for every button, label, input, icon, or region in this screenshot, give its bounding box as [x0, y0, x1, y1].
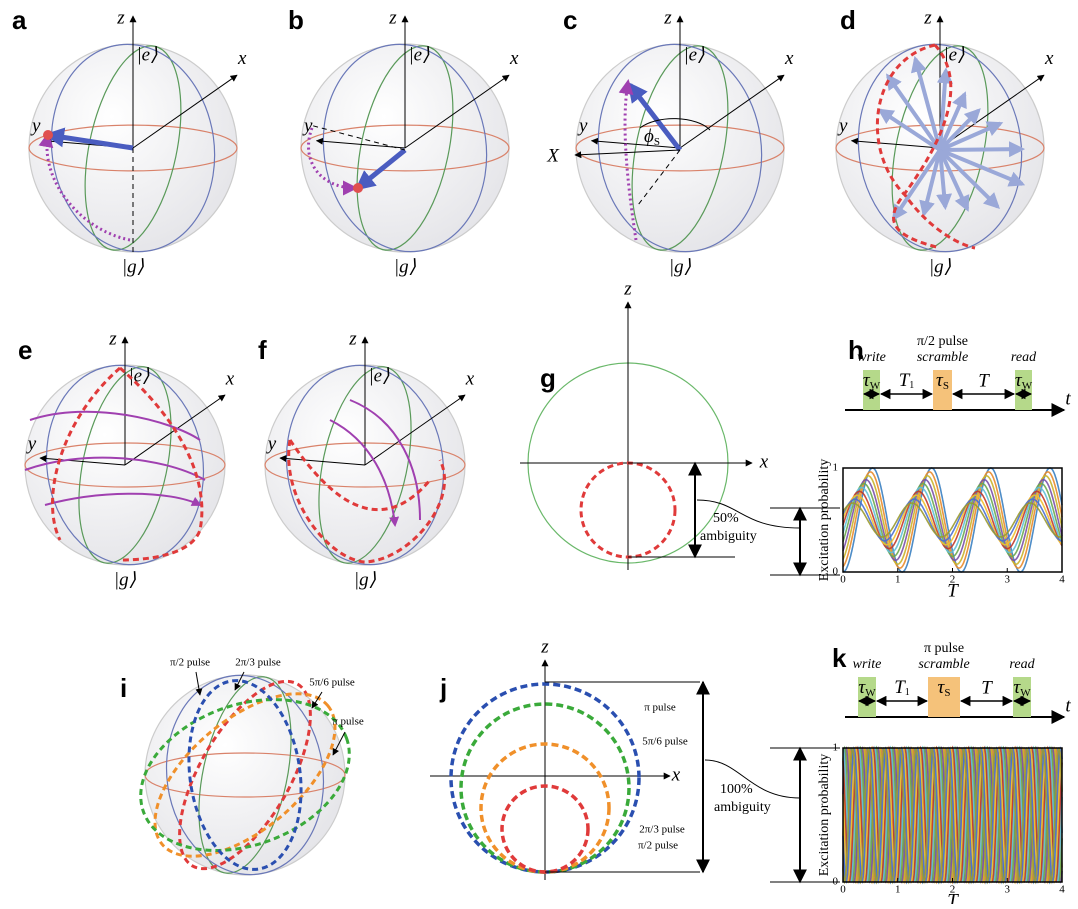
subscript: W [865, 687, 876, 699]
label: |g⟩ [669, 256, 692, 277]
x-tick-label: 3 [1005, 884, 1011, 896]
label: scramble [917, 350, 968, 365]
panel-label: b [288, 5, 304, 35]
label: z [116, 7, 125, 28]
subscript: W [1020, 687, 1031, 699]
panel-label: i [120, 673, 127, 703]
label: |g⟩ [122, 256, 145, 277]
panel-label: f [258, 335, 267, 365]
label: 2π/3 pulse [235, 657, 281, 669]
label: z [540, 636, 549, 657]
label: z [663, 7, 672, 28]
label: z [348, 328, 357, 349]
x-tick-label: 4 [1059, 884, 1065, 896]
subscript: W [1022, 380, 1033, 392]
panel-label: c [563, 5, 577, 35]
label: π/2 pulse [638, 840, 678, 852]
label: z [923, 7, 932, 28]
label: z [623, 278, 632, 299]
label: 100% [720, 782, 753, 797]
label: 2π/3 pulse [639, 824, 685, 836]
sub-label: T1 [899, 370, 915, 391]
label: x [465, 368, 475, 389]
line [940, 149, 1022, 150]
label: T [981, 677, 993, 698]
label: |e⟩ [683, 44, 705, 65]
subscript: 1 [905, 687, 910, 698]
label: T [978, 370, 990, 391]
figure: abcdefghijkzxy|e⟩|g⟩zxy|e⟩|g⟩zxy|e⟩|g⟩Xϕ… [0, 0, 1078, 904]
label: t [1065, 388, 1071, 409]
label: x [671, 764, 681, 785]
panel-label: e [18, 335, 32, 365]
point [353, 183, 363, 193]
subscript: S [943, 380, 949, 392]
y-tick-label: 1 [833, 462, 839, 474]
label: |e⟩ [136, 44, 158, 65]
x-tick-label: 1 [895, 574, 901, 586]
x-tick-label: 0 [840, 574, 846, 586]
subscript: 1 [909, 380, 914, 391]
label: y [577, 116, 588, 137]
label: read [1011, 350, 1037, 365]
label: z [388, 7, 397, 28]
label: t [1065, 695, 1071, 716]
x-tick-label: 1 [895, 884, 901, 896]
label: |g⟩ [929, 256, 952, 277]
label: π/2 pulse [917, 334, 968, 349]
label: 50% [713, 511, 739, 526]
subscript: W [870, 380, 881, 392]
label: π/2 pulse [170, 657, 210, 669]
sphere [145, 675, 345, 875]
label: |e⟩ [368, 365, 390, 386]
y-axis-label: Excitation probability [817, 459, 832, 581]
y-axis-label: Excitation probability [817, 754, 832, 876]
label: write [853, 657, 882, 672]
label: X [546, 145, 560, 166]
label: read [1009, 657, 1035, 672]
label: y [837, 116, 848, 137]
point [43, 130, 53, 140]
label: x [237, 48, 247, 69]
label: y [266, 433, 277, 454]
label: |g⟩ [114, 569, 137, 590]
sub-label: T1 [894, 677, 910, 698]
panel-label: a [12, 5, 27, 35]
y-tick-label: 0 [833, 566, 839, 578]
label: scramble [918, 657, 969, 672]
label: y [26, 433, 37, 454]
label: x [759, 451, 769, 472]
label: |e⟩ [128, 365, 150, 386]
label: ambiguity [700, 529, 757, 544]
x-tick-label: 3 [1005, 574, 1011, 586]
label: write [857, 350, 886, 365]
panel-label: j [439, 673, 447, 703]
label: y [30, 116, 41, 137]
label: |g⟩ [394, 256, 417, 277]
label: π pulse [644, 702, 676, 714]
label: T [947, 580, 959, 601]
label: 5π/6 pulse [642, 736, 688, 748]
label: |e⟩ [408, 44, 430, 65]
label: π pulse [332, 716, 364, 728]
subscript: S [944, 687, 950, 699]
panel-label: d [840, 5, 856, 35]
label: x [509, 48, 519, 69]
subscript: S [654, 136, 660, 148]
label: π pulse [924, 641, 964, 656]
panel-label: g [540, 363, 556, 393]
panel-label: k [832, 643, 847, 673]
label: z [108, 328, 117, 349]
label: x [784, 48, 794, 69]
x-tick-label: 0 [840, 884, 846, 896]
label: |g⟩ [354, 569, 377, 590]
label: x [1044, 48, 1054, 69]
label: x [225, 368, 235, 389]
label: T [947, 890, 959, 904]
label: 5π/6 pulse [309, 677, 355, 689]
x-tick-label: 4 [1059, 574, 1065, 586]
symbol: ϕ [644, 126, 654, 147]
label: ambiguity [714, 800, 771, 815]
